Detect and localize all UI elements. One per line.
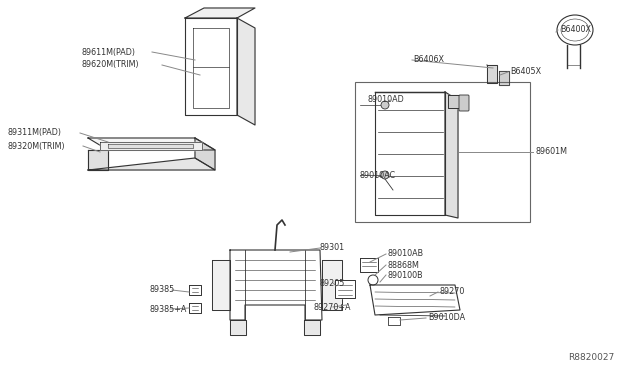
Text: 89311M(PAD): 89311M(PAD) (8, 128, 62, 138)
Text: 89320M(TRIM): 89320M(TRIM) (8, 141, 66, 151)
Polygon shape (195, 138, 215, 170)
Polygon shape (445, 92, 458, 218)
Text: 89385+A: 89385+A (150, 305, 188, 314)
Polygon shape (88, 150, 108, 170)
Text: B6406X: B6406X (413, 55, 444, 64)
Polygon shape (230, 320, 246, 335)
Polygon shape (108, 144, 193, 148)
Polygon shape (487, 65, 497, 83)
Polygon shape (375, 92, 445, 215)
Polygon shape (88, 158, 215, 170)
Polygon shape (335, 280, 355, 298)
Text: 89620M(TRIM): 89620M(TRIM) (82, 61, 140, 70)
Text: 89010AD: 89010AD (368, 96, 404, 105)
Text: B6405X: B6405X (510, 67, 541, 77)
Polygon shape (370, 285, 460, 315)
Polygon shape (237, 18, 255, 125)
Text: 89270: 89270 (440, 288, 465, 296)
Polygon shape (388, 317, 400, 325)
Text: 89205: 89205 (320, 279, 346, 288)
Text: R8820027: R8820027 (568, 353, 614, 362)
Circle shape (381, 101, 389, 109)
Polygon shape (189, 303, 201, 313)
Text: B6400X: B6400X (560, 26, 591, 35)
Polygon shape (185, 8, 255, 18)
Text: 89611M(PAD): 89611M(PAD) (82, 48, 136, 57)
Polygon shape (189, 285, 201, 295)
Text: 89010AB: 89010AB (388, 250, 424, 259)
Polygon shape (499, 71, 509, 85)
Polygon shape (304, 320, 320, 335)
Polygon shape (100, 142, 202, 150)
Polygon shape (212, 260, 230, 310)
Polygon shape (185, 18, 237, 115)
Text: 88868M: 88868M (388, 260, 420, 269)
Text: 89301: 89301 (320, 244, 345, 253)
Text: 89270+A: 89270+A (313, 302, 351, 311)
Polygon shape (360, 258, 378, 272)
Polygon shape (322, 260, 342, 310)
Text: B9010DA: B9010DA (428, 314, 465, 323)
Bar (355, 82, 530, 222)
Polygon shape (230, 250, 322, 320)
Circle shape (381, 171, 389, 179)
Text: 89385: 89385 (150, 285, 175, 295)
Circle shape (368, 275, 378, 285)
Ellipse shape (557, 15, 593, 45)
FancyBboxPatch shape (459, 95, 469, 111)
Text: 890100B: 890100B (388, 270, 424, 279)
Polygon shape (88, 138, 215, 150)
Text: 89601M: 89601M (535, 148, 567, 157)
Text: 89010AC: 89010AC (360, 170, 396, 180)
Polygon shape (448, 95, 460, 108)
Polygon shape (193, 28, 229, 108)
